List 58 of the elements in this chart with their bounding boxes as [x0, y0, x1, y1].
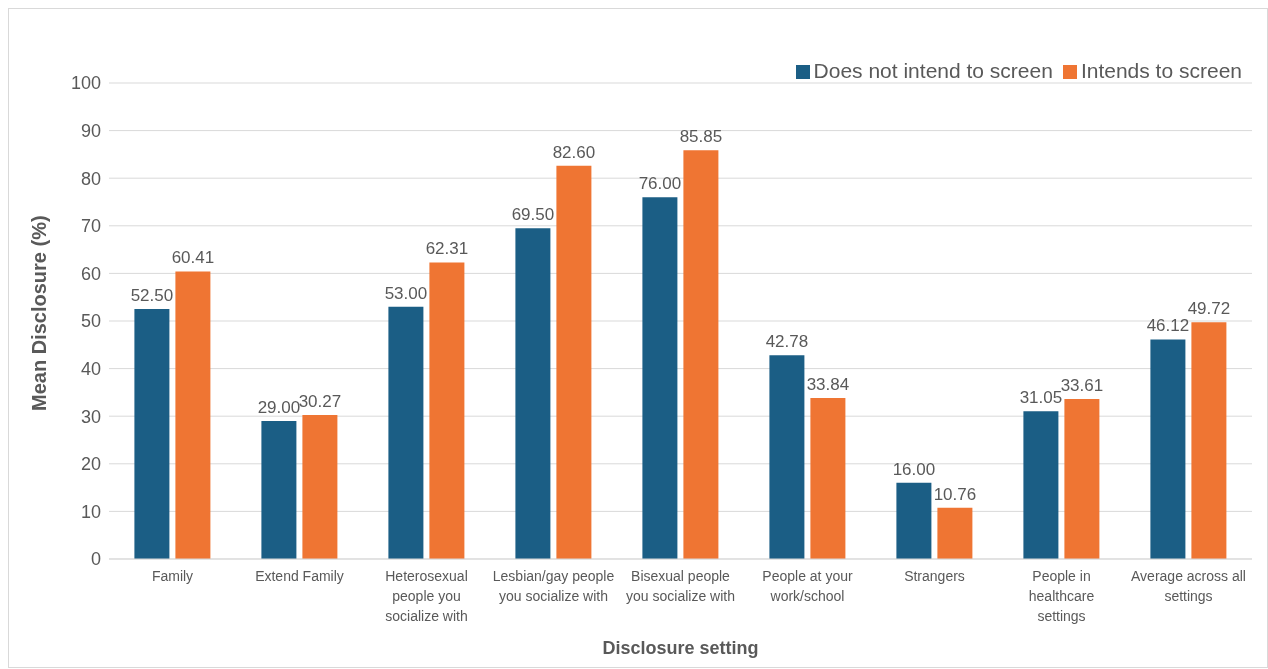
y-tick-label: 60 — [80, 263, 101, 284]
x-axis-title: Disclosure setting — [602, 638, 759, 658]
bar — [134, 309, 170, 559]
x-tick-label: Family — [151, 568, 194, 584]
y-tick-label: 80 — [80, 168, 101, 189]
data-label: 52.50 — [130, 286, 174, 306]
data-label: 33.84 — [806, 374, 850, 394]
y-tick-label: 40 — [80, 358, 101, 379]
bar — [1064, 399, 1100, 559]
data-label: 46.12 — [1146, 316, 1190, 336]
data-label: 33.61 — [1060, 376, 1104, 396]
data-label: 62.31 — [425, 239, 469, 259]
y-tick-label: 10 — [80, 501, 101, 522]
legend-label: Intends to screen — [1080, 59, 1242, 82]
x-tick-label: Average across all settings — [1131, 568, 1246, 604]
bar — [810, 397, 846, 559]
bar — [642, 197, 678, 559]
legend-label: Does not intend to screen — [813, 59, 1053, 82]
y-tick-label: 30 — [80, 406, 101, 427]
bar — [683, 150, 719, 559]
bar — [1023, 411, 1059, 559]
y-tick-label: 50 — [80, 311, 101, 332]
bar — [1150, 339, 1186, 559]
data-label: 69.50 — [511, 205, 555, 225]
x-tick-label: Heterosexual people you socialize with — [385, 568, 468, 624]
bar — [175, 271, 211, 559]
data-label: 16.00 — [892, 459, 936, 479]
x-tick-label: Extend Family — [255, 568, 344, 584]
data-label: 85.85 — [679, 127, 723, 147]
bar — [1191, 322, 1227, 559]
data-label: 76.00 — [638, 174, 682, 194]
y-tick-label: 20 — [80, 454, 101, 475]
x-tick-label: Bisexual people you socialize with — [626, 568, 735, 604]
x-tick-label: People at your work/school — [762, 568, 853, 604]
bar — [556, 165, 592, 559]
data-label: 82.60 — [552, 142, 596, 162]
y-tick-label: 100 — [70, 73, 101, 94]
data-label: 60.41 — [171, 248, 215, 268]
data-label: 29.00 — [257, 397, 301, 417]
x-tick-label: People in healthcare settings — [1028, 568, 1095, 624]
bar — [937, 507, 973, 559]
x-tick-label: Strangers — [904, 568, 965, 584]
y-tick-label: 70 — [80, 216, 101, 237]
y-axis-title: Mean Disclosure (%) — [28, 215, 51, 411]
data-label: 42.78 — [765, 332, 809, 352]
bar — [261, 420, 297, 559]
bar — [769, 355, 805, 559]
data-label: 49.72 — [1187, 299, 1231, 319]
bar — [515, 228, 551, 559]
data-label: 53.00 — [384, 283, 428, 303]
bar — [302, 414, 338, 559]
x-tick-label: Lesbian/gay people you socialize with — [492, 568, 615, 604]
y-tick-label: 0 — [90, 549, 101, 570]
y-tick-label: 90 — [80, 120, 101, 141]
bar — [388, 306, 424, 559]
bar — [429, 262, 465, 559]
data-label: 10.76 — [933, 484, 977, 504]
bar — [896, 482, 932, 559]
